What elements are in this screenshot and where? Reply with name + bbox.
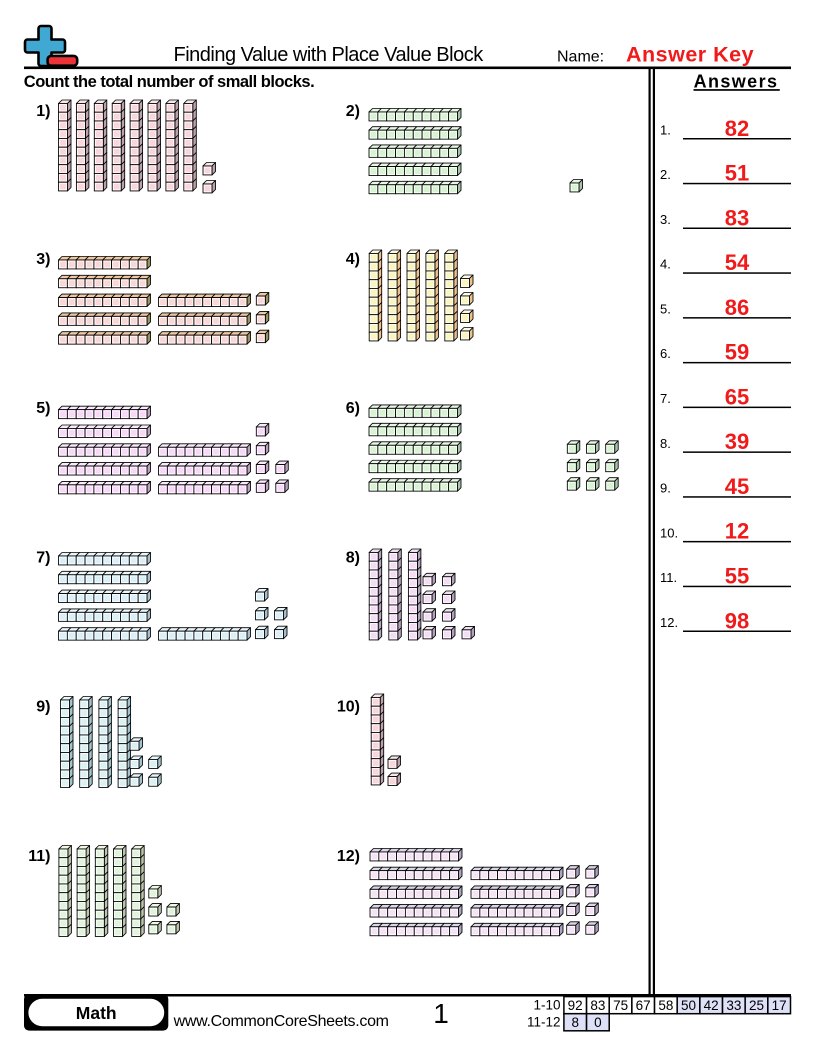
- svg-text:5): 5): [36, 400, 50, 417]
- svg-text:Answers: Answers: [694, 72, 779, 92]
- svg-text:1-10: 1-10: [533, 998, 560, 1013]
- svg-text:Answer Key: Answer Key: [626, 43, 754, 67]
- svg-text:50: 50: [681, 998, 696, 1013]
- svg-text:39: 39: [725, 429, 749, 454]
- svg-text:25: 25: [749, 998, 764, 1013]
- svg-text:3): 3): [36, 251, 50, 268]
- svg-text:9): 9): [36, 699, 50, 716]
- svg-text:86: 86: [725, 295, 749, 320]
- svg-text:5.: 5.: [660, 302, 671, 317]
- svg-text:1): 1): [36, 103, 50, 120]
- svg-text:Math: Math: [76, 1003, 117, 1023]
- svg-text:0: 0: [594, 1015, 602, 1030]
- svg-text:75: 75: [613, 998, 628, 1013]
- svg-text:54: 54: [725, 250, 750, 275]
- svg-text:4): 4): [346, 251, 360, 268]
- svg-text:65: 65: [725, 384, 749, 409]
- svg-text:1: 1: [433, 998, 449, 1029]
- svg-text:55: 55: [725, 564, 749, 589]
- svg-text:12): 12): [337, 848, 360, 865]
- svg-text:82: 82: [725, 116, 749, 141]
- svg-text:33: 33: [726, 998, 741, 1013]
- svg-text:6): 6): [346, 400, 360, 417]
- svg-text:Finding Value with Place Value: Finding Value with Place Value Block: [174, 44, 485, 66]
- svg-text:12.: 12.: [660, 615, 678, 630]
- svg-text:67: 67: [636, 998, 651, 1013]
- svg-text:www.CommonCoreSheets.com: www.CommonCoreSheets.com: [173, 1013, 389, 1030]
- svg-text:11): 11): [28, 848, 50, 865]
- svg-text:12: 12: [725, 519, 749, 544]
- svg-text:58: 58: [658, 998, 673, 1013]
- svg-text:98: 98: [725, 608, 749, 633]
- svg-text:83: 83: [590, 998, 605, 1013]
- svg-text:45: 45: [725, 474, 749, 499]
- svg-text:42: 42: [704, 998, 719, 1013]
- svg-text:4.: 4.: [660, 257, 671, 272]
- svg-text:92: 92: [568, 998, 583, 1013]
- svg-text:8): 8): [346, 550, 360, 567]
- svg-text:2.: 2.: [660, 167, 671, 182]
- svg-text:10.: 10.: [660, 525, 678, 540]
- svg-text:Name:: Name:: [557, 49, 604, 66]
- svg-text:7): 7): [36, 550, 50, 567]
- svg-text:17: 17: [772, 998, 787, 1013]
- svg-text:10): 10): [337, 699, 360, 716]
- svg-text:59: 59: [725, 340, 749, 365]
- svg-text:11-12: 11-12: [527, 1015, 561, 1030]
- svg-text:6.: 6.: [660, 346, 671, 361]
- svg-text:9.: 9.: [660, 481, 671, 496]
- svg-text:Count the total number of smal: Count the total number of small blocks.: [24, 73, 314, 91]
- svg-text:7.: 7.: [660, 391, 671, 406]
- svg-text:83: 83: [725, 205, 749, 230]
- svg-text:8.: 8.: [660, 436, 671, 451]
- svg-text:3.: 3.: [660, 212, 671, 227]
- svg-text:1.: 1.: [660, 122, 671, 137]
- svg-text:2): 2): [346, 103, 360, 120]
- svg-text:8: 8: [571, 1015, 579, 1030]
- svg-text:51: 51: [725, 161, 749, 186]
- svg-text:11.: 11.: [660, 570, 677, 585]
